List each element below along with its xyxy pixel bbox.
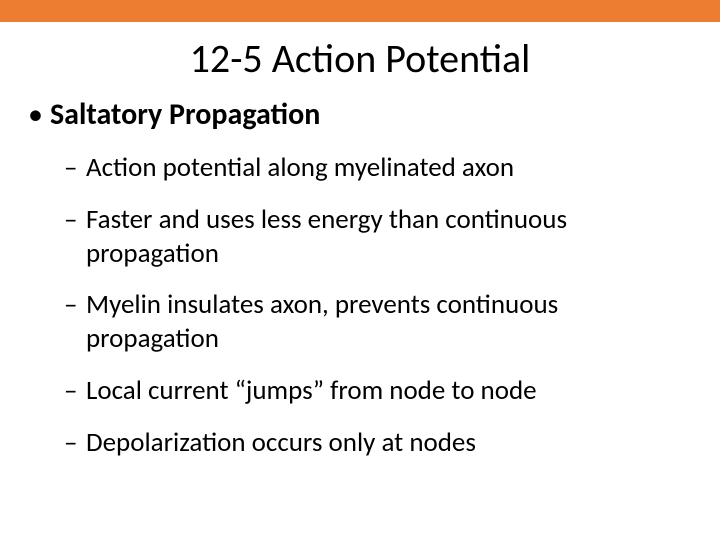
level1-text: Saltatory Propagation [50, 97, 320, 133]
level2-text: Action potential along myelinated axon [86, 151, 524, 185]
list-item: • Saltatory Propagation [28, 97, 692, 133]
list-item: – Action potential along myelinated axon [64, 151, 692, 185]
bullet-icon: • [28, 97, 50, 133]
level2-text: Myelin insulates axon, prevents continuo… [86, 288, 692, 356]
dash-icon: – [64, 374, 86, 408]
list-item: – Local current “jumps” from node to nod… [64, 374, 692, 408]
list-item: – Myelin insulates axon, prevents contin… [64, 288, 692, 356]
list-item: – Faster and uses less energy than conti… [64, 203, 692, 271]
dash-icon: – [64, 288, 86, 322]
level2-text: Depolarization occurs only at nodes [86, 426, 486, 460]
slide-content: • Saltatory Propagation – Action potenti… [0, 97, 720, 459]
dash-icon: – [64, 203, 86, 237]
level2-text: Faster and uses less energy than continu… [86, 203, 692, 271]
accent-top-bar [0, 0, 720, 22]
dash-icon: – [64, 426, 86, 460]
slide-title: 12-5 Action Potential [0, 34, 720, 83]
level2-text: Local current “jumps” from node to node [86, 374, 547, 408]
dash-icon: – [64, 151, 86, 185]
list-item: – Depolarization occurs only at nodes [64, 426, 692, 460]
